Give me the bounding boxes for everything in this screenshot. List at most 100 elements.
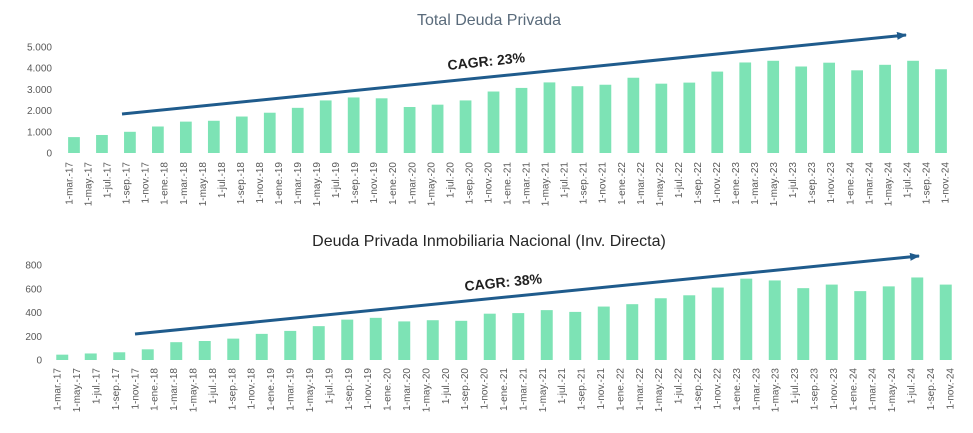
bar (882, 286, 895, 360)
x-tick-label: 1-jul.-24 (906, 368, 917, 405)
x-tick-label: 1-jul.-24 (902, 162, 913, 199)
y-tick-label: 600 (25, 284, 42, 295)
bar (459, 100, 472, 153)
x-tick-label: 1-jul.-21 (557, 368, 568, 405)
bar (935, 69, 947, 153)
x-tick-label: 1-ene.-21 (499, 368, 510, 411)
x-tick-label: 1-ene.-23 (732, 368, 743, 411)
x-tick-label: 1-may.-21 (538, 368, 549, 413)
x-tick-label: 1-mar.-17 (53, 368, 64, 411)
y-tick-label: 200 (25, 332, 42, 343)
bar (797, 288, 810, 360)
bar (375, 98, 388, 153)
y-tick-label: 800 (25, 261, 42, 272)
bar (455, 320, 468, 360)
x-tick-label: 1-nov.-22 (712, 162, 723, 204)
x-tick-label: 1-nov.-22 (712, 368, 723, 410)
x-tick-label: 1-sep.-22 (693, 368, 704, 411)
x-tick-label: 1-sep.-17 (122, 162, 133, 205)
x-tick-label: 1-sep.-19 (344, 368, 355, 411)
x-tick-label: 1-nov.-21 (598, 162, 609, 204)
x-tick-label: 1-ene.-20 (383, 368, 394, 411)
bar (403, 106, 416, 153)
bar (939, 284, 952, 360)
bar (398, 321, 411, 360)
x-tick-label: 1-mar.-24 (868, 368, 879, 411)
x-tick-label: 1-jul.-19 (331, 162, 342, 199)
bar (263, 112, 276, 153)
x-tick-label: 1-may.-20 (421, 368, 432, 413)
x-tick-label: 1-sep.-21 (579, 162, 590, 205)
y-tick-label: 3.000 (27, 85, 52, 96)
x-tick-label: 1-sep.-18 (236, 162, 247, 205)
x-tick-label: 1-ene.-18 (160, 162, 171, 205)
x-tick-label: 1-may.-20 (426, 162, 437, 207)
x-tick-label: 1-mar.-18 (169, 368, 180, 411)
x-tick-label: 1-nov.-18 (247, 368, 258, 410)
x-tick-label: 1-sep.-22 (693, 162, 704, 205)
x-tick-label: 1-ene.-24 (848, 368, 859, 411)
bar (540, 310, 553, 360)
x-tick-label: 1-sep.-20 (460, 368, 471, 411)
bar (655, 83, 668, 153)
bars (68, 60, 947, 154)
x-tick-label: 1-mar.-21 (518, 368, 529, 411)
x-tick-label: 1-may.-21 (541, 162, 552, 207)
bar (879, 64, 891, 153)
x-tick-label: 1-jul.-20 (441, 368, 452, 405)
x-tick-label: 1-nov.-23 (829, 368, 840, 410)
x-tick-label: 1-ene.-24 (845, 162, 856, 205)
x-tick-label: 1-may.-17 (72, 368, 83, 413)
bar (515, 87, 528, 153)
y-tick-label: 2.000 (27, 106, 52, 117)
x-tick-label: 1-jul.-20 (445, 162, 456, 199)
x-tick-label: 1-may.-24 (883, 162, 894, 207)
x-tick-label: 1-sep.-21 (577, 368, 588, 411)
bar (431, 104, 444, 153)
bar (369, 317, 382, 360)
trend-arrow (134, 252, 920, 336)
x-tick-label: 1-sep.-23 (809, 368, 820, 411)
x-tick-label: 1-jul.-23 (788, 162, 799, 199)
x-tick-label: 1-nov.-21 (596, 368, 607, 410)
x-tick-label: 1-mar.-20 (407, 162, 418, 205)
x-tick-label: 1-ene.-19 (274, 162, 285, 205)
bar (152, 126, 164, 153)
bar (627, 77, 640, 153)
x-tick-label: 1-ene.-18 (150, 368, 161, 411)
x-tick-label: 1-mar.-20 (402, 368, 413, 411)
x-tick-label: 1-jul.-18 (208, 368, 219, 405)
bar (483, 313, 496, 360)
x-tick-label: 1-mar.-22 (636, 162, 647, 205)
bar (319, 100, 332, 153)
bar (512, 313, 525, 360)
x-tick-label: 1-jul.-18 (217, 162, 228, 199)
x-tick-label: 1-may.-23 (769, 162, 780, 207)
x-tick-label: 1-ene.-20 (388, 162, 399, 205)
x-tick-label: 1-sep.-20 (464, 162, 475, 205)
bar (825, 284, 838, 360)
x-tick-label: 1-jul.-23 (790, 368, 801, 405)
bar (141, 349, 154, 360)
x-tick-label: 1-jul.-19 (324, 368, 335, 405)
x-tick-label: 1-sep.-24 (926, 368, 937, 411)
x-tick-label: 1-jul.-21 (560, 162, 571, 199)
x-tick-label: 1-mar.-18 (179, 162, 190, 205)
x-tick-label: 1-sep.-24 (921, 162, 932, 205)
bar (711, 287, 724, 360)
bar (170, 342, 183, 360)
bar (740, 278, 753, 360)
bar (854, 291, 867, 360)
y-tick-label: 4.000 (27, 64, 52, 75)
y-tick-label: 0 (46, 149, 52, 160)
x-tick-label: 1-nov.-24 (940, 162, 951, 204)
bar (426, 320, 439, 360)
x-tick-label: 1-nov.-17 (141, 162, 152, 204)
bar (597, 306, 610, 360)
bar (113, 352, 126, 360)
bar (911, 277, 924, 360)
x-tick-label: 1-may.-18 (189, 368, 200, 413)
deuda-privada-inmobiliaria-chart: Deuda Privada Inmobiliaria Nacional (Inv… (25, 233, 956, 412)
x-tick-label: 1-mar.-21 (522, 162, 533, 205)
